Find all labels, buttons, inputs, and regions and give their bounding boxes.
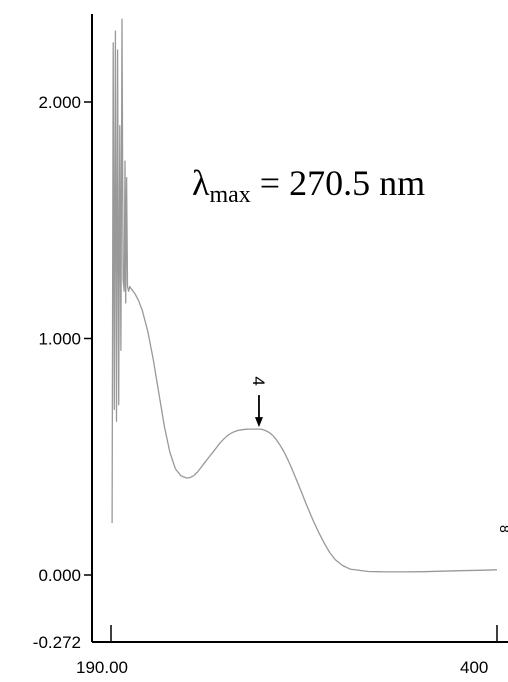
y-tick-label: -0.272 [33, 633, 81, 652]
edge-fragment: 8 [497, 525, 508, 533]
spectrum-line [111, 18, 498, 573]
axes [91, 14, 508, 643]
peak-marker-group: 4 [249, 376, 268, 428]
y-tick-label: 2.000 [38, 93, 81, 112]
series-group [111, 18, 498, 573]
lambda-subscript: max [209, 182, 250, 208]
lambda-symbol: λ [192, 163, 210, 203]
peak-arrow-head [254, 417, 263, 428]
x-tick-label: 190.00 [76, 658, 128, 677]
lambda-value: = 270.5 nm [251, 163, 425, 203]
y-tick-label: 1.000 [38, 330, 81, 349]
x-tick-label: 400 [460, 658, 488, 677]
peak-label: 4 [249, 376, 268, 385]
lambda-max-annotation: λmax = 270.5 nm [192, 163, 425, 208]
tick-group: 2.000 1.000 0.000 -0.272 190.00 400 [33, 93, 498, 677]
y-tick-label: 0.000 [38, 566, 81, 585]
